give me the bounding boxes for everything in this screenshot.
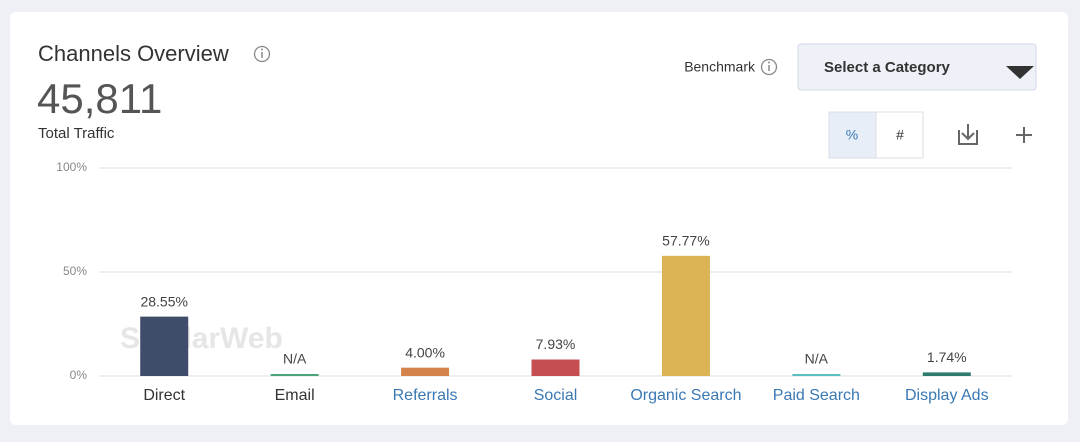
total-traffic: 45,811 <box>37 75 162 122</box>
bar <box>661 255 710 376</box>
bar <box>531 359 580 376</box>
y-tick-label: 0% <box>70 368 88 382</box>
toggle-percent[interactable]: % <box>846 127 858 143</box>
x-tick-label[interactable]: Paid Search <box>773 387 860 404</box>
widget-title: Channels Overview <box>38 41 229 66</box>
toggle-number-bg[interactable] <box>875 111 924 159</box>
value-label: 57.77% <box>662 233 709 249</box>
chart: 0%50%100%SimilarWeb28.55%DirectN/AEmail4… <box>56 160 1012 404</box>
bar <box>401 367 450 376</box>
dropdown-label: Select a Category <box>824 59 951 76</box>
benchmark-info-icon[interactable] <box>760 58 778 76</box>
toggle-percent-bg[interactable] <box>828 111 877 159</box>
card <box>10 12 1068 425</box>
value-label: 4.00% <box>405 344 445 360</box>
x-tick-label: Email <box>275 387 315 404</box>
value-label: 7.93% <box>536 336 576 352</box>
toggle: % # <box>828 111 924 159</box>
value-label: N/A <box>283 351 307 367</box>
add-icon[interactable] <box>1016 127 1032 143</box>
benchmark-label: Benchmark <box>684 59 756 75</box>
download-icon[interactable] <box>958 124 978 145</box>
y-tick-label: 100% <box>56 160 87 174</box>
bar <box>792 374 841 376</box>
x-tick-label: Direct <box>143 387 185 404</box>
value-label: N/A <box>805 351 829 367</box>
x-tick-label[interactable]: Organic Search <box>630 387 741 404</box>
value-label: 28.55% <box>140 293 187 309</box>
value-label: 1.74% <box>927 349 967 365</box>
y-tick-label: 50% <box>63 264 87 278</box>
x-tick-label[interactable]: Referrals <box>393 387 458 404</box>
x-tick-label[interactable]: Display Ads <box>905 387 989 404</box>
bar <box>922 372 971 376</box>
total-label: Total Traffic <box>38 125 115 142</box>
toggle-number[interactable]: # <box>896 127 904 143</box>
info-icon[interactable] <box>253 45 271 63</box>
bar <box>270 374 319 376</box>
x-tick-label[interactable]: Social <box>534 387 578 404</box>
category-dropdown[interactable]: Select a Category <box>797 43 1037 91</box>
bar <box>140 316 189 376</box>
